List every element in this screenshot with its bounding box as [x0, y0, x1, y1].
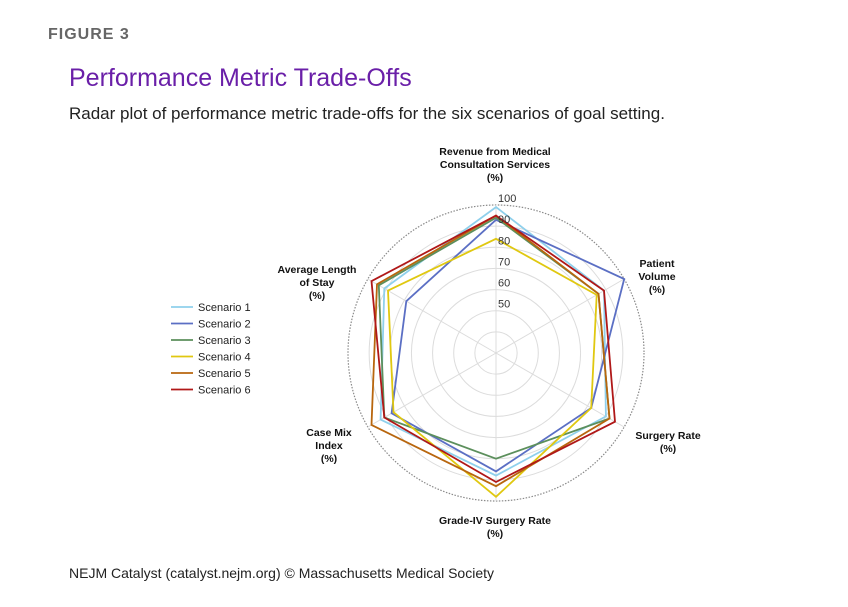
legend-label: Scenario 6 — [198, 385, 251, 397]
r-tick-label: 100 — [498, 193, 516, 205]
axis-label: Revenue from Medical — [439, 146, 551, 158]
axis-label: (%) — [487, 528, 503, 540]
axis-label: (%) — [649, 284, 665, 296]
r-tick-label: 90 — [498, 214, 510, 226]
axis-label: (%) — [660, 443, 676, 455]
r-tick-label: 70 — [498, 256, 510, 268]
axis-label: (%) — [487, 172, 503, 184]
axis-label: Case Mix — [306, 427, 352, 439]
series-line-scenario-6 — [370, 214, 616, 484]
legend-label: Scenario 2 — [198, 319, 251, 331]
legend-label: Scenario 3 — [198, 335, 251, 347]
series-line-scenario-5 — [370, 214, 611, 488]
axis-label: (%) — [309, 290, 325, 302]
axis-label: of Stay — [299, 277, 334, 289]
axis-label: Grade-IV Surgery Rate — [439, 515, 551, 527]
axis-spoke — [495, 352, 625, 428]
axis-label: Volume — [638, 271, 675, 283]
axis-label: Patient — [639, 258, 675, 270]
axis-spoke — [367, 352, 497, 428]
r-tick-label: 50 — [498, 299, 510, 311]
chart-subtitle: Radar plot of performance metric trade-o… — [69, 104, 665, 123]
r-tick-label: 60 — [498, 278, 510, 290]
axis-spoke — [495, 278, 625, 354]
r-tick-label: 80 — [498, 235, 510, 247]
legend-label: Scenario 4 — [198, 352, 251, 364]
chart-title: Performance Metric Trade-Offs — [69, 64, 412, 92]
axis-label: (%) — [321, 453, 337, 465]
legend-label: Scenario 5 — [198, 368, 251, 380]
figure-label: FIGURE 3 — [48, 26, 130, 43]
axis-label: Surgery Rate — [635, 430, 701, 442]
axis-label: Consultation Services — [440, 159, 550, 171]
legend-label: Scenario 1 — [198, 302, 251, 314]
series-line-scenario-2 — [390, 218, 626, 473]
axis-label: Index — [315, 440, 343, 452]
axis-spoke — [367, 278, 497, 354]
series-line-scenario-4 — [387, 237, 598, 498]
axis-label: Average Length — [278, 264, 357, 276]
footer-credit: NEJM Catalyst (catalyst.nejm.org) © Mass… — [69, 565, 495, 581]
